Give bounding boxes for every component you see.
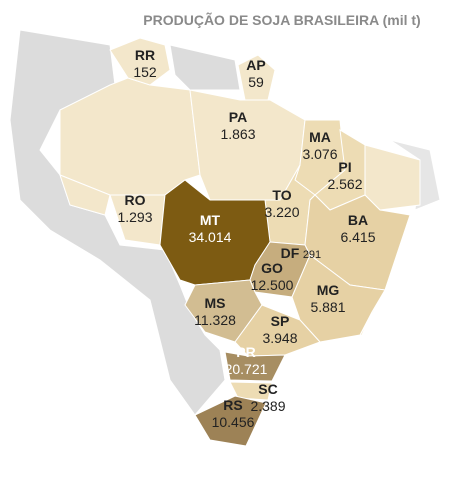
state-value: 10.456	[212, 414, 255, 430]
state-code: MT	[200, 212, 221, 228]
state-code: BA	[348, 212, 368, 228]
state-value: 1.293	[117, 209, 152, 225]
states	[59, 37, 421, 447]
state-value: 291	[303, 249, 321, 261]
state	[229, 381, 273, 401]
state-code: SC	[258, 381, 277, 397]
state-code: PR	[236, 344, 255, 360]
state-code: RS	[223, 397, 242, 413]
state-value: 5.881	[310, 299, 345, 315]
state-value: 1.863	[220, 126, 255, 142]
state-value: 6.415	[340, 229, 375, 245]
state-value: 34.014	[189, 229, 232, 245]
state-value: 11.328	[194, 312, 236, 328]
guianas	[169, 44, 241, 91]
state-code: RO	[125, 192, 146, 208]
state-code: AP	[246, 57, 265, 73]
state	[237, 54, 276, 101]
state-code: SP	[271, 313, 290, 329]
state-ac	[59, 174, 111, 216]
state	[194, 395, 267, 447]
state	[189, 89, 306, 201]
state-code: MG	[317, 282, 340, 298]
state-value: 2.389	[250, 398, 285, 414]
state-code: DF	[281, 245, 300, 261]
state-es-rj	[329, 291, 386, 351]
state-value: 3.076	[302, 146, 337, 162]
state-value: 59	[248, 74, 264, 90]
state-value: 12.500	[251, 277, 294, 293]
state-value: 3.220	[264, 204, 299, 220]
state-value: 3.948	[262, 330, 297, 346]
state-code: MA	[309, 129, 331, 145]
ocean-islands	[389, 139, 441, 211]
map-title: PRODUÇÃO DE SOJA BRASILEIRA (mil t)	[143, 11, 420, 28]
state-code: PA	[229, 109, 247, 125]
state-value: 152	[133, 64, 157, 80]
state-code: MS	[205, 295, 226, 311]
state-value: 2.562	[327, 176, 362, 192]
state-code: PI	[338, 159, 351, 175]
state-code: GO	[261, 260, 283, 276]
state	[109, 37, 171, 86]
state-code: TO	[272, 187, 291, 203]
state-value: 20.721	[225, 361, 268, 377]
state	[224, 351, 286, 382]
state-code: RR	[135, 47, 155, 63]
